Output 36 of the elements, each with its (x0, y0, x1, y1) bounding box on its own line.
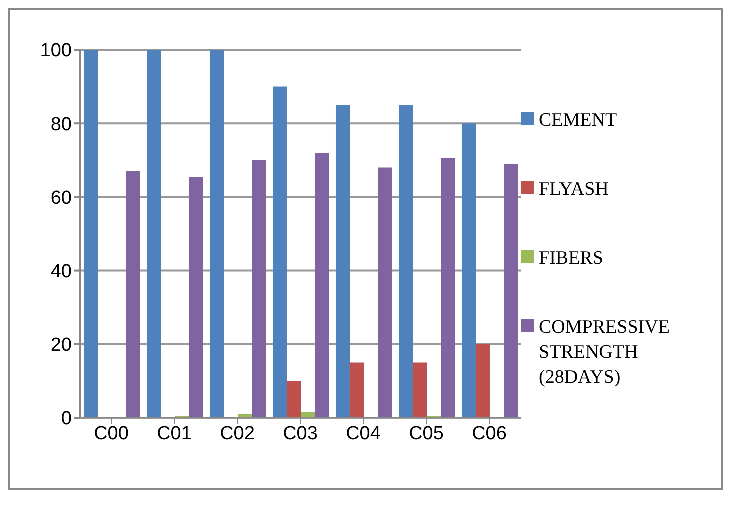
y-tick-label: 60 (50, 188, 72, 209)
bar (126, 171, 140, 418)
bar (147, 50, 161, 418)
legend-label: CEMENT (539, 109, 618, 133)
x-tick-label: C06 (472, 423, 507, 444)
bar (315, 153, 329, 418)
y-tick-label: 20 (50, 335, 72, 356)
bar (273, 86, 287, 418)
legend-label: FIBERS (539, 247, 604, 271)
x-tick-label: C01 (157, 423, 192, 444)
legend-label: FLYASH (539, 178, 609, 202)
x-tick-label: C03 (283, 423, 318, 444)
y-tick-label: 0 (61, 408, 72, 430)
y-tick-label: 40 (50, 262, 72, 283)
bar (336, 105, 350, 418)
x-tick-label: C02 (220, 423, 255, 444)
bar (252, 160, 266, 418)
x-tick-label: C05 (409, 423, 444, 444)
bar (476, 344, 490, 418)
bar (301, 412, 315, 418)
bar (413, 362, 427, 418)
bar (504, 164, 518, 418)
x-tick-label: C00 (94, 423, 129, 444)
y-tick-label: 100 (40, 40, 72, 62)
bar (378, 168, 392, 418)
bar (399, 105, 413, 418)
bar (287, 381, 301, 418)
y-tick-label: 80 (50, 114, 72, 136)
bar (210, 50, 224, 418)
bar (350, 362, 364, 418)
x-tick-label: C04 (346, 423, 382, 444)
bar (84, 50, 98, 418)
legend-label: COMPRESSIVE STRENGTH (28DAYS) (539, 316, 671, 390)
bar (441, 158, 455, 418)
bar (462, 124, 476, 418)
bar (189, 176, 203, 418)
